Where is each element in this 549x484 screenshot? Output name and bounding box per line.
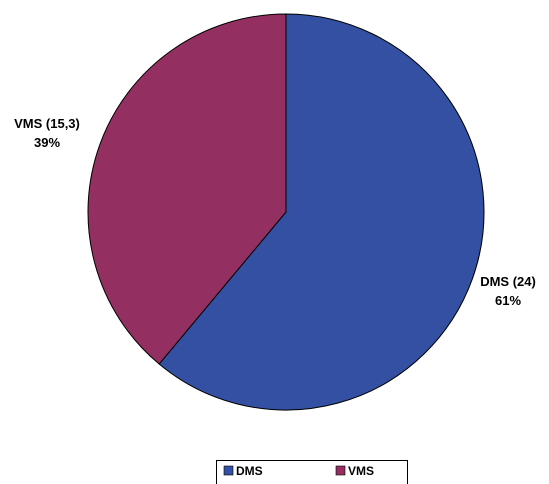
legend-label-vms: VMS	[348, 464, 374, 478]
slice-label-vms-name: VMS (15,3)	[14, 116, 80, 131]
pie-slice-vms	[87, 13, 287, 365]
slice-label-dms-name: DMS (24)	[480, 274, 536, 289]
legend-swatch-dms	[223, 465, 234, 476]
pie-slices	[87, 13, 485, 411]
slice-label-vms-percent: 39%	[34, 135, 60, 150]
legend-box	[216, 460, 408, 484]
pie-slice-dms	[158, 13, 485, 411]
legend: DMS VMS	[216, 460, 408, 484]
legend-label-dms: DMS	[236, 464, 263, 478]
slice-label-dms-percent: 61%	[495, 293, 521, 308]
legend-swatch-vms	[335, 465, 346, 476]
